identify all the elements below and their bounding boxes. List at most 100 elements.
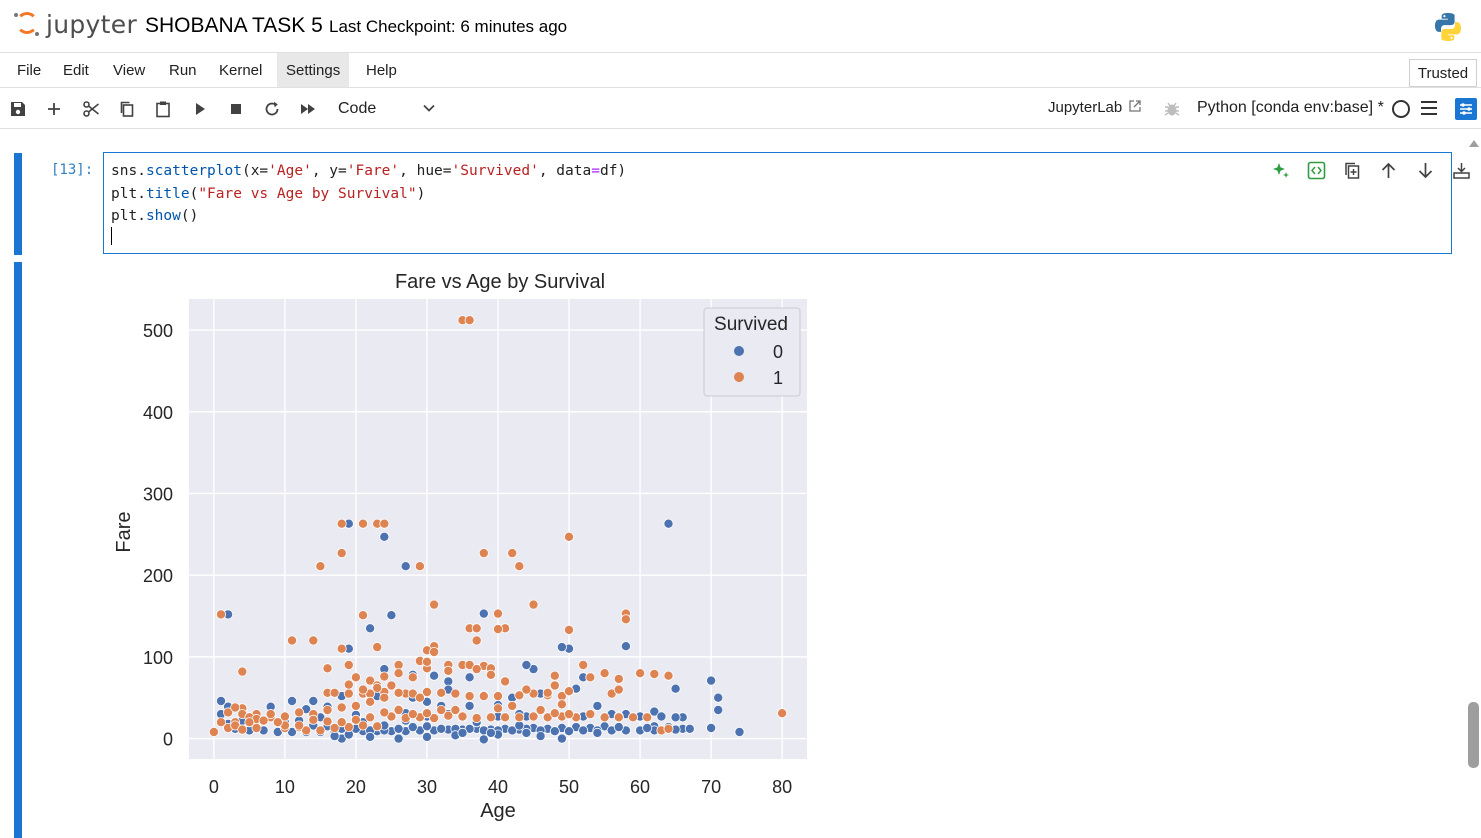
duplicate-cell-icon[interactable] [1341, 159, 1363, 181]
move-up-icon[interactable] [1377, 159, 1399, 181]
debugger-bug-icon[interactable] [1163, 100, 1181, 118]
paste-icon[interactable] [152, 98, 174, 120]
scatter-point-survived-1 [216, 717, 227, 728]
scatter-point-survived-1 [329, 687, 340, 698]
y-axis-label: Fare [113, 511, 135, 552]
jupyter-logo[interactable]: jupyter [14, 10, 137, 42]
input-collapser[interactable] [14, 153, 22, 255]
scatter-point-survived-0 [578, 725, 589, 736]
menu-run[interactable]: Run [169, 62, 197, 79]
code-text: sns.scatterplot(x='Age', y='Fare', hue='… [111, 160, 626, 228]
legend-box [703, 307, 801, 397]
code-token: (x= [241, 163, 269, 179]
kernel-name[interactable]: Python [conda env:base] * [1197, 99, 1384, 116]
menu-kernel[interactable]: Kernel [219, 62, 263, 79]
fast-forward-icon[interactable] [297, 98, 319, 120]
scatter-point-survived-1 [336, 702, 347, 713]
scatter-point-survived-1 [272, 717, 283, 728]
scatter-point-survived-0 [670, 683, 681, 694]
scatter-point-survived-1 [308, 714, 319, 725]
scatter-point-survived-0 [407, 722, 418, 733]
scatter-point-survived-1 [450, 688, 461, 699]
code-token: "Fare vs Age by Survival" [198, 185, 417, 202]
x-tick-label: 0 [209, 777, 219, 797]
add-cell-icon[interactable] [43, 98, 65, 120]
scatter-point-survived-1 [549, 708, 560, 719]
trusted-indicator[interactable]: Trusted [1409, 59, 1477, 87]
scatter-point-survived-0 [535, 731, 546, 742]
legend-label-1: 1 [773, 368, 783, 388]
scatter-point-survived-1 [244, 717, 255, 728]
restart-icon[interactable] [261, 98, 283, 120]
scatter-point-survived-0 [656, 711, 667, 722]
scatter-point-survived-0 [286, 695, 297, 706]
scroll-up-arrow-icon[interactable] [1468, 138, 1480, 148]
scatter-point-survived-1 [308, 635, 319, 646]
cut-icon[interactable] [80, 98, 102, 120]
scatter-point-survived-0 [464, 700, 475, 711]
vertical-scrollbar-thumb[interactable] [1468, 702, 1479, 768]
y-tick-label: 200 [143, 566, 173, 586]
code-token: df) [599, 163, 627, 179]
scatter-point-survived-1 [223, 707, 234, 718]
scatter-point-survived-1 [336, 518, 347, 529]
cell-type-select[interactable]: Code [330, 95, 442, 123]
code-token: plt [111, 185, 138, 202]
menu-view[interactable]: View [113, 62, 146, 79]
jupyterlab-label: JupyterLab [1048, 99, 1123, 116]
scatter-point-survived-0 [713, 692, 724, 703]
property-inspector-icon[interactable] [1455, 98, 1477, 120]
scatter-point-survived-1 [556, 699, 567, 710]
notebook-toolbar: Code JupyterLab Python [conda env:base] … [0, 89, 1481, 129]
scatter-point-survived-1 [585, 709, 596, 720]
menu-file[interactable]: File [17, 62, 42, 79]
x-tick-label: 60 [630, 777, 650, 797]
scatter-point-survived-1 [365, 675, 376, 686]
save-icon[interactable] [7, 98, 29, 120]
scatter-point-survived-1 [613, 684, 624, 695]
scatter-point-survived-1 [379, 707, 390, 718]
y-tick-label: 100 [143, 648, 173, 668]
code-line-2: plt.title("Fare vs Age by Survival") [111, 183, 626, 206]
scatter-point-survived-1 [265, 709, 276, 720]
format-code-icon[interactable] [1305, 159, 1327, 181]
chart-title: Fare vs Age by Survival [395, 271, 605, 293]
x-tick-label: 30 [417, 777, 437, 797]
ai-sparkle-icon[interactable] [1269, 159, 1291, 181]
scatter-point-survived-1 [485, 669, 496, 680]
menu-list-icon[interactable] [1421, 101, 1437, 115]
scatter-point-survived-1 [357, 684, 368, 695]
scatter-point-survived-1 [230, 702, 241, 713]
notebook-panel: [13]: sns.scatterplot(x='Age', y='Fare',… [0, 129, 1470, 838]
notebook-title[interactable]: SHOBANA TASK 5 [145, 14, 323, 37]
menu-edit[interactable]: Edit [63, 62, 89, 79]
stop-icon[interactable] [225, 98, 247, 120]
scatter-point-survived-1 [429, 599, 440, 610]
menu-settings[interactable]: Settings [277, 53, 350, 87]
jupyter-orbit-icon [16, 12, 38, 34]
y-tick-label: 400 [143, 403, 173, 423]
open-jupyterlab-link[interactable]: JupyterLab [1048, 99, 1142, 116]
scatter-point-survived-1 [343, 679, 354, 690]
python-logo-icon [1435, 13, 1461, 41]
menu-bar: File Edit View Run Kernel Settings Help [0, 53, 1481, 88]
scatter-point-survived-0 [436, 723, 447, 734]
output-collapser[interactable] [14, 262, 22, 838]
scatter-point-survived-0 [464, 672, 475, 683]
scatter-point-survived-0 [684, 723, 695, 734]
move-down-icon[interactable] [1414, 159, 1436, 181]
menu-help[interactable]: Help [366, 62, 397, 79]
scatter-point-survived-1 [563, 531, 574, 542]
insert-below-icon[interactable] [1450, 159, 1472, 181]
scatter-point-survived-0 [734, 726, 745, 737]
scatter-point-survived-1 [514, 561, 525, 572]
scatter-point-survived-1 [372, 682, 383, 693]
scatter-point-survived-1 [251, 722, 262, 733]
run-icon[interactable] [189, 98, 211, 120]
scatter-point-survived-1 [471, 623, 482, 634]
code-cell-editor[interactable]: sns.scatterplot(x='Age', y='Fare', hue='… [103, 152, 1470, 254]
copy-icon[interactable] [116, 98, 138, 120]
code-token: 'Fare' [346, 163, 400, 179]
scatter-point-survived-1 [407, 672, 418, 683]
scatter-point-survived-1 [208, 726, 219, 737]
